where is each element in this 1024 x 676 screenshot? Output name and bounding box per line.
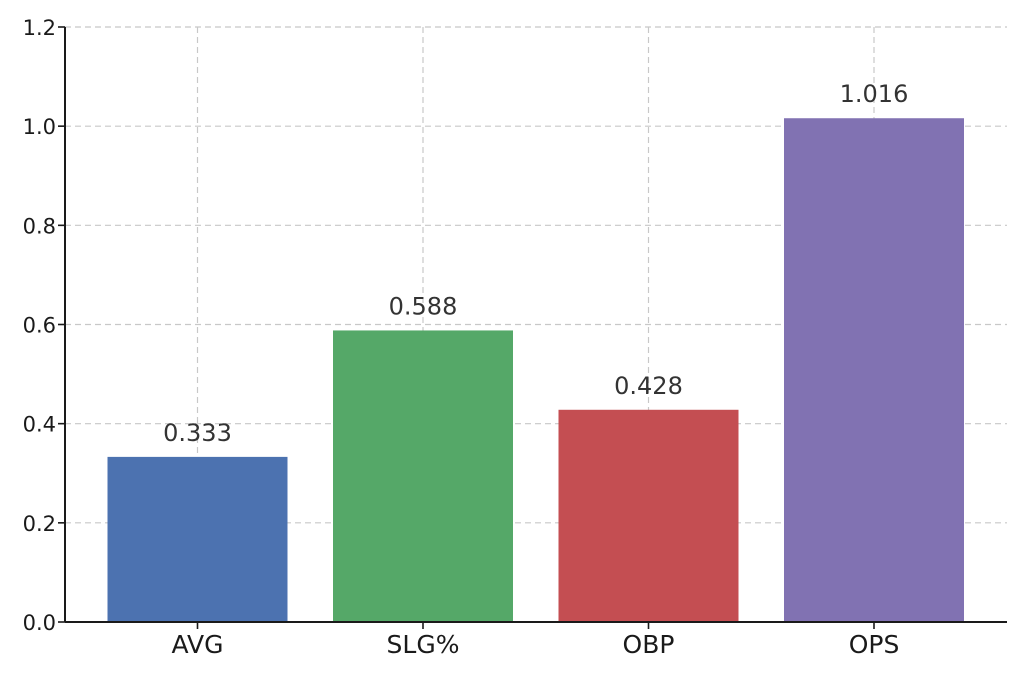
y-tick-label: 1.2 <box>23 16 56 40</box>
y-tick-label: 0.2 <box>23 512 56 536</box>
x-tick-label: AVG <box>172 630 224 659</box>
bar-obp <box>558 409 739 622</box>
y-tick-label: 0.8 <box>23 214 56 238</box>
y-tick-label: 0.4 <box>23 413 56 437</box>
y-tick-label: 1.0 <box>23 115 56 139</box>
x-tick-label: SLG% <box>387 630 460 659</box>
axis-layer <box>58 26 1007 629</box>
bar-avg <box>107 456 288 622</box>
bar-value-label: 1.016 <box>840 80 909 108</box>
y-tick-label: 0.0 <box>23 611 56 635</box>
bar-value-label: 0.333 <box>163 419 232 447</box>
bar-slg <box>333 330 513 622</box>
label-layer: 0.0 0.2 0.4 0.6 0.8 1.0 1.2 AVG 0.333 SLG% 0.588 OB… <box>23 16 909 659</box>
bar-value-label: 0.588 <box>389 292 458 320</box>
bar-ops <box>784 118 964 622</box>
x-tick-label: OPS <box>849 630 900 659</box>
x-tick-label: OBP <box>623 630 675 659</box>
bar-layer <box>107 118 964 622</box>
y-tick-label: 0.6 <box>23 314 56 338</box>
bar-value-label: 0.428 <box>614 372 683 400</box>
